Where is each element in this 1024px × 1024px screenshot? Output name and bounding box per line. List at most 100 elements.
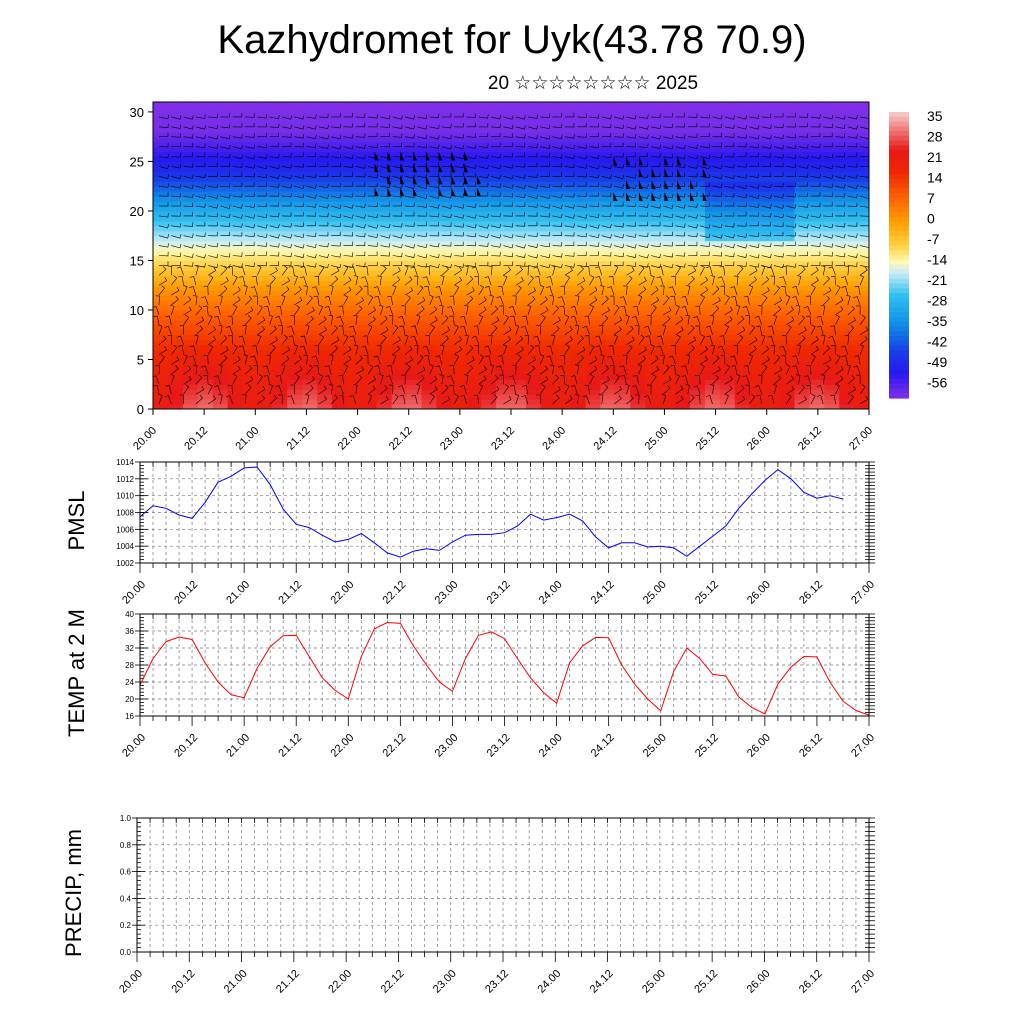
colorbar-swatch xyxy=(889,374,909,379)
heatmap-cell xyxy=(168,340,184,346)
heatmap-cell xyxy=(422,241,438,247)
heatmap-cell xyxy=(571,147,587,153)
heatmap-cell xyxy=(854,117,870,123)
heatmap-cell xyxy=(765,355,781,361)
heatmap-cell xyxy=(332,394,348,400)
heatmap-cell xyxy=(735,147,751,153)
heatmap-cell xyxy=(660,300,676,306)
heatmap-cell xyxy=(526,107,542,113)
heatmap-cell xyxy=(377,300,393,306)
heatmap-cell xyxy=(541,305,557,311)
heatmap-cell xyxy=(422,394,438,400)
heatmap-cell xyxy=(243,137,259,143)
colorbar-swatch xyxy=(889,369,909,374)
heatmap-cell xyxy=(601,152,617,158)
heatmap-cell xyxy=(541,226,557,232)
heatmap-cell xyxy=(511,107,527,113)
heatmap-cell xyxy=(392,127,408,133)
heatmap-cell xyxy=(824,310,840,316)
heatmap-cell xyxy=(526,285,542,291)
heatmap-cell xyxy=(362,295,378,301)
heatmap-cell xyxy=(690,241,706,247)
colorbar-swatch xyxy=(889,336,909,341)
heatmap-cell xyxy=(496,171,512,177)
heatmap-cell xyxy=(362,201,378,207)
heatmap-cell xyxy=(735,226,751,232)
heatmap-cell xyxy=(839,260,855,266)
heatmap-cell xyxy=(377,320,393,326)
heatmap-cell xyxy=(302,320,318,326)
heatmap-cell xyxy=(377,216,393,222)
heatmap-cell xyxy=(765,236,781,242)
heatmap-cell xyxy=(362,127,378,133)
heatmap-cell xyxy=(675,137,691,143)
heatmap-cell xyxy=(809,256,825,262)
heatmap-cell xyxy=(407,369,423,375)
heatmap-cell xyxy=(571,127,587,133)
heatmap-cell xyxy=(780,201,796,207)
heatmap-cell xyxy=(854,300,870,306)
heatmap-cell xyxy=(780,156,796,162)
heatmap-cell xyxy=(466,161,482,167)
heatmap-cell xyxy=(780,330,796,336)
heatmap-cell xyxy=(720,374,736,380)
heatmap-cell xyxy=(436,369,452,375)
heatmap-cell xyxy=(690,270,706,276)
heatmap-cell xyxy=(675,117,691,123)
heatmap-cell xyxy=(436,290,452,296)
heatmap-cell xyxy=(332,355,348,361)
heatmap-cell xyxy=(272,389,288,395)
heatmap-cell xyxy=(332,260,348,266)
heatmap-cell xyxy=(228,320,244,326)
heatmap-cell xyxy=(675,147,691,153)
heatmap-cell xyxy=(496,161,512,167)
heatmap-cell xyxy=(481,211,497,217)
heatmap-cell xyxy=(466,399,482,405)
colorbar-swatch xyxy=(889,245,909,250)
heatmap-cell xyxy=(571,340,587,346)
heatmap-cell xyxy=(586,290,602,296)
heatmap-cell xyxy=(377,280,393,286)
heatmap-cell xyxy=(750,241,766,247)
heatmap-cell xyxy=(496,246,512,252)
heatmap-cell xyxy=(183,156,199,162)
heatmap-cell xyxy=(317,251,333,257)
heatmap-cell xyxy=(824,256,840,262)
heatmap-cell xyxy=(690,260,706,266)
heatmap-cell xyxy=(153,156,169,162)
heatmap-cell xyxy=(287,127,303,133)
heatmap-cell xyxy=(287,132,303,138)
heatmap-cell xyxy=(272,364,288,370)
heatmap-cell xyxy=(780,265,796,271)
heatmap-cell xyxy=(854,156,870,162)
heatmap-cell xyxy=(750,226,766,232)
heatmap-cell xyxy=(511,310,527,316)
heatmap-cell xyxy=(511,275,527,281)
heatmap-cell xyxy=(392,112,408,118)
heatmap-cell xyxy=(511,147,527,153)
heatmap-cell xyxy=(213,345,229,351)
heatmap-cell xyxy=(362,350,378,356)
heatmap-cell xyxy=(422,275,438,281)
heatmap-cell xyxy=(347,320,363,326)
heatmap-cell xyxy=(183,325,199,331)
heatmap-cell xyxy=(556,260,572,266)
heatmap-cell xyxy=(257,176,273,182)
heatmap-cell xyxy=(750,295,766,301)
heatmap-cell xyxy=(496,364,512,370)
heatmap-cell xyxy=(720,221,736,227)
heatmap-cell xyxy=(526,246,542,252)
heatmap-cell xyxy=(541,211,557,217)
heatmap-cell xyxy=(302,325,318,331)
heatmap-cell xyxy=(481,340,497,346)
heatmap-cell xyxy=(750,216,766,222)
heatmap-cell xyxy=(436,107,452,113)
heatmap-cell xyxy=(198,335,214,341)
heatmap-cell xyxy=(839,206,855,212)
heatmap-cell xyxy=(228,340,244,346)
heatmap-cell xyxy=(332,107,348,113)
heatmap-cell xyxy=(347,389,363,395)
heatmap-cell xyxy=(511,191,527,197)
colorbar-swatch xyxy=(889,179,909,184)
heatmap-cell xyxy=(198,216,214,222)
